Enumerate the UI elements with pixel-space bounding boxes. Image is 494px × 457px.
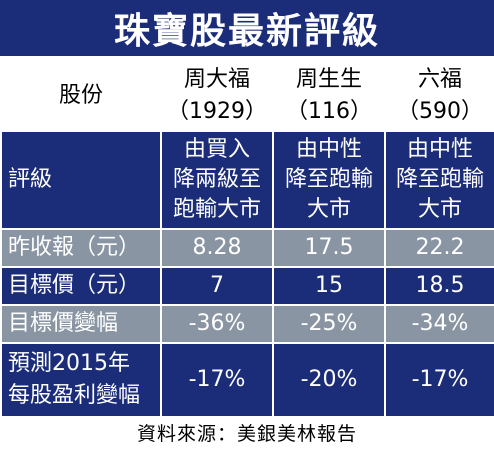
- company-header: 周生生 （116）: [272, 60, 386, 132]
- row-label-line: 預測2015年: [8, 351, 130, 376]
- rating-line: 降至跑輸: [284, 167, 373, 192]
- stock-header: 股份: [0, 60, 162, 132]
- value-cell: 7: [160, 266, 274, 306]
- value-cell: -34%: [384, 304, 494, 344]
- target-price-row: 目標價（元） 7 15 18.5: [0, 266, 494, 306]
- row-label: 評級: [0, 130, 162, 230]
- company-header: 周大福 （1929）: [160, 60, 274, 132]
- eps-forecast-row: 預測2015年 每股盈利變幅 -17% -20% -17%: [0, 342, 494, 418]
- source-note: 資料來源：美銀美林報告: [136, 423, 357, 445]
- rating-cell: 由中性 降至跑輸 大市: [272, 130, 386, 230]
- table-title: 珠寶股最新評級: [0, 0, 494, 56]
- row-label: 預測2015年 每股盈利變幅: [0, 342, 162, 418]
- value-cell: -20%: [272, 342, 386, 418]
- rating-line: 大市: [306, 197, 351, 222]
- company-name: 周大福: [183, 67, 250, 92]
- value-cell: 18.5: [384, 266, 494, 306]
- company-code: （116）: [286, 99, 372, 124]
- company-name: 六福: [417, 67, 462, 92]
- value-cell: 17.5: [272, 228, 386, 268]
- rating-line: 由買入: [183, 137, 250, 162]
- rating-row: 評級 由買入 降兩級至 跑輸大市 由中性 降至跑輸 大市 由中性 降至跑輸 大市: [0, 130, 494, 230]
- row-label: 昨收報（元）: [0, 228, 162, 268]
- rating-line: 大市: [417, 197, 462, 222]
- company-code: （590）: [397, 99, 483, 124]
- rating-line: 跑輸大市: [172, 197, 261, 222]
- close-price-row: 昨收報（元） 8.28 17.5 22.2: [0, 228, 494, 268]
- row-label-line: 每股盈利變幅: [8, 383, 141, 408]
- value-cell: -17%: [160, 342, 274, 418]
- rating-table: 股份 周大福 （1929） 周生生 （116） 六福 （590） 評級 由買入 …: [0, 60, 494, 418]
- value-cell: -25%: [272, 304, 386, 344]
- row-label: 目標價變幅: [0, 304, 162, 344]
- rating-cell: 由中性 降至跑輸 大市: [384, 130, 494, 230]
- rating-line: 由中性: [295, 137, 362, 162]
- value-cell: 8.28: [160, 228, 274, 268]
- row-label: 目標價（元）: [0, 266, 162, 306]
- rating-line: 降至跑輸: [395, 167, 484, 192]
- value-cell: 22.2: [384, 228, 494, 268]
- company-code: （1929）: [167, 99, 267, 124]
- target-change-row: 目標價變幅 -36% -25% -34%: [0, 304, 494, 344]
- rating-cell: 由買入 降兩級至 跑輸大市: [160, 130, 274, 230]
- value-cell: -17%: [384, 342, 494, 418]
- rating-line: 降兩級至: [172, 167, 261, 192]
- rating-line: 由中性: [406, 137, 473, 162]
- company-header: 六福 （590）: [384, 60, 494, 132]
- value-cell: -36%: [160, 304, 274, 344]
- value-cell: 15: [272, 266, 386, 306]
- header-row: 股份 周大福 （1929） 周生生 （116） 六福 （590）: [0, 60, 494, 132]
- company-name: 周生生: [295, 67, 362, 92]
